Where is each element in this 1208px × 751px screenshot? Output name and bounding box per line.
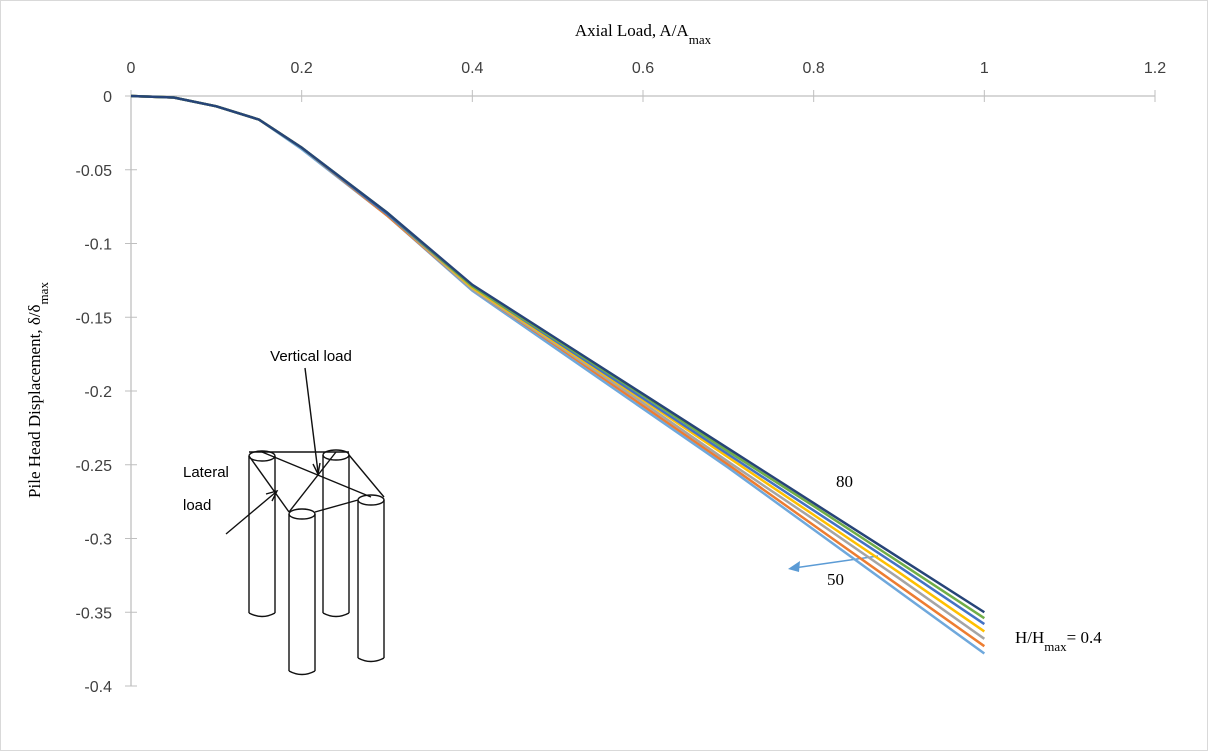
annotation-sub: max — [1044, 639, 1067, 654]
x-tick-label: 0 — [127, 60, 136, 77]
y-tick-label: -0.1 — [84, 237, 112, 254]
y-tick-label: -0.15 — [76, 310, 113, 327]
chart: Axial Load, A/Amax Pile Head Displacemen… — [0, 0, 1208, 751]
y-tick-label: -0.05 — [76, 163, 113, 180]
y-tick-label: -0.35 — [76, 605, 113, 622]
x-tick-label: 0.2 — [291, 60, 313, 77]
y-tick-label: -0.2 — [84, 384, 112, 401]
y-axis-title-sub: max — [36, 282, 51, 305]
annotation: 80 — [836, 472, 853, 491]
x-axis-title-sub: max — [689, 32, 712, 47]
y-tick-label: -0.25 — [76, 458, 113, 475]
y-axis-title-text: Pile Head Displacement, δ/δ — [25, 304, 44, 498]
x-tick-label: 0.6 — [632, 60, 654, 77]
annotation-text: H/H — [1015, 628, 1044, 647]
x-tick-label: 1 — [980, 60, 989, 77]
annotation-after: = 0.4 — [1067, 628, 1103, 647]
x-axis-title-text: Axial Load, A/A — [575, 21, 690, 40]
inset-label: load — [183, 497, 211, 514]
x-tick-label: 1.2 — [1144, 60, 1166, 77]
y-tick-label: 0 — [103, 89, 112, 106]
x-tick-label: 0.4 — [461, 60, 483, 77]
y-tick-label: -0.3 — [84, 532, 112, 549]
y-tick-label: -0.4 — [84, 679, 112, 696]
annotation: 50 — [827, 570, 844, 589]
x-tick-label: 0.8 — [803, 60, 825, 77]
inset-label: Lateral — [183, 464, 229, 481]
inset-label: Vertical load — [270, 348, 352, 365]
